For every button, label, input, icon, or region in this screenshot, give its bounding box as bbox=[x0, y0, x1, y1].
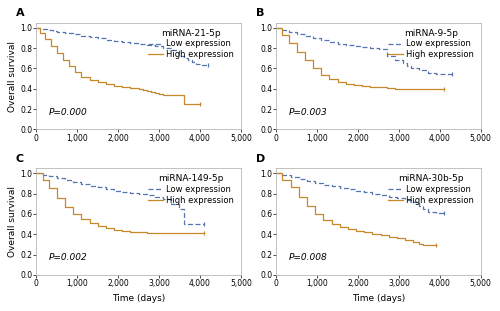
Legend: Low expression, High expression: Low expression, High expression bbox=[148, 173, 234, 205]
Text: D: D bbox=[256, 154, 265, 164]
Text: P=0.002: P=0.002 bbox=[48, 253, 88, 262]
Legend: Low expression, High expression: Low expression, High expression bbox=[148, 28, 234, 60]
Text: P=0.003: P=0.003 bbox=[288, 108, 328, 117]
Y-axis label: Overall survival: Overall survival bbox=[8, 186, 18, 257]
Text: C: C bbox=[16, 154, 24, 164]
Y-axis label: Overall survival: Overall survival bbox=[8, 41, 18, 112]
Text: A: A bbox=[16, 8, 24, 18]
Legend: Low expression, High expression: Low expression, High expression bbox=[388, 173, 474, 205]
Legend: Low expression, High expression: Low expression, High expression bbox=[388, 28, 474, 60]
Text: P=0.008: P=0.008 bbox=[288, 253, 328, 262]
X-axis label: Time (days): Time (days) bbox=[112, 294, 165, 303]
Text: B: B bbox=[256, 8, 264, 18]
Text: P=0.000: P=0.000 bbox=[48, 108, 88, 117]
X-axis label: Time (days): Time (days) bbox=[352, 294, 405, 303]
